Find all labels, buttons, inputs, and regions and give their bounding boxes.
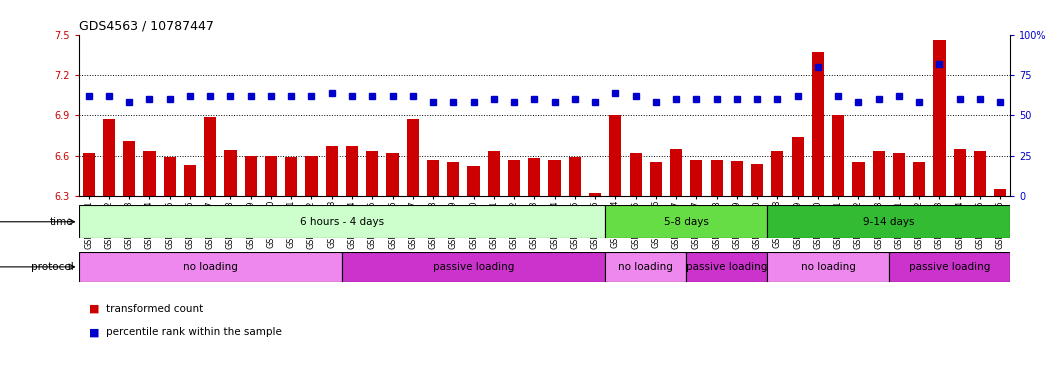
Bar: [306, 156, 317, 196]
Bar: [811, 52, 824, 196]
Bar: [605, 205, 767, 238]
Bar: [467, 166, 480, 196]
Bar: [686, 252, 767, 282]
Bar: [79, 252, 342, 282]
Bar: [711, 159, 722, 196]
Text: 5-8 days: 5-8 days: [664, 217, 709, 227]
Bar: [589, 193, 601, 196]
Bar: [772, 151, 783, 196]
Bar: [569, 157, 581, 196]
Bar: [605, 252, 686, 282]
Bar: [488, 151, 499, 196]
Bar: [954, 149, 965, 196]
Bar: [690, 159, 703, 196]
Text: time: time: [49, 217, 73, 227]
Bar: [913, 162, 926, 196]
Bar: [893, 153, 905, 196]
Bar: [609, 115, 622, 196]
Bar: [872, 151, 885, 196]
Bar: [767, 205, 1010, 238]
Bar: [184, 165, 196, 196]
Bar: [670, 149, 683, 196]
Bar: [366, 151, 378, 196]
Text: no loading: no loading: [619, 262, 673, 272]
Bar: [124, 141, 135, 196]
Bar: [629, 153, 642, 196]
Bar: [852, 162, 865, 196]
Bar: [447, 162, 460, 196]
Bar: [974, 151, 986, 196]
Bar: [751, 164, 763, 196]
Text: ■: ■: [89, 327, 99, 337]
Text: 9-14 days: 9-14 days: [863, 217, 915, 227]
Bar: [103, 119, 115, 196]
Text: protocol: protocol: [30, 262, 73, 272]
Text: percentile rank within the sample: percentile rank within the sample: [106, 327, 282, 337]
Bar: [792, 137, 804, 196]
Bar: [933, 40, 945, 196]
Text: transformed count: transformed count: [106, 304, 203, 314]
Bar: [549, 159, 560, 196]
Bar: [326, 146, 338, 196]
Bar: [767, 252, 889, 282]
Text: passive loading: passive loading: [909, 262, 990, 272]
Bar: [346, 146, 358, 196]
Text: passive loading: passive loading: [686, 262, 767, 272]
Bar: [79, 205, 605, 238]
Bar: [342, 252, 605, 282]
Bar: [265, 156, 277, 196]
Bar: [832, 115, 844, 196]
Bar: [83, 153, 94, 196]
Bar: [285, 157, 297, 196]
Bar: [406, 119, 419, 196]
Text: ■: ■: [89, 304, 99, 314]
Bar: [204, 117, 217, 196]
Bar: [889, 252, 1010, 282]
Bar: [731, 161, 743, 196]
Text: no loading: no loading: [183, 262, 238, 272]
Bar: [427, 159, 439, 196]
Text: GDS4563 / 10787447: GDS4563 / 10787447: [79, 19, 214, 32]
Text: no loading: no loading: [801, 262, 855, 272]
Text: passive loading: passive loading: [432, 262, 514, 272]
Bar: [143, 151, 156, 196]
Bar: [995, 189, 1006, 196]
Text: 6 hours - 4 days: 6 hours - 4 days: [299, 217, 384, 227]
Bar: [245, 156, 257, 196]
Bar: [224, 150, 237, 196]
Bar: [529, 158, 540, 196]
Bar: [650, 162, 662, 196]
Bar: [386, 153, 399, 196]
Bar: [508, 159, 520, 196]
Bar: [163, 157, 176, 196]
